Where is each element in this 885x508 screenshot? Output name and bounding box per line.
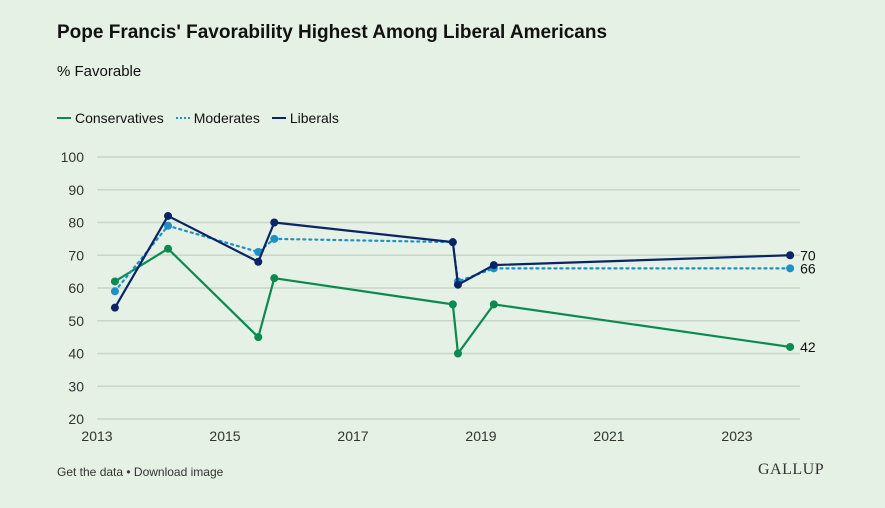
legend-swatch [271,117,286,119]
legend-item: Moderates [175,110,260,126]
footer-links[interactable]: Get the data • Download image [57,465,224,479]
y-tick-label: 60 [68,280,84,296]
x-tick-label: 2019 [465,428,496,444]
legend-item: Conservatives [57,110,164,126]
data-point [270,234,279,243]
data-point [164,211,173,220]
legend-label: Conservatives [75,110,164,126]
legend-label: Liberals [289,110,339,126]
chart-title: Pope Francis' Favorability Highest Among… [57,22,608,43]
data-point [453,280,462,289]
data-point [270,274,279,283]
x-tick-label: 2015 [209,428,240,444]
legend-swatch [175,117,190,119]
x-tick-label: 2017 [337,428,368,444]
gallup-logo: GALLUP [758,461,825,478]
y-tick-label: 80 [68,215,84,231]
y-tick-label: 50 [68,313,84,329]
legend: Conservatives Moderates Liberals [57,110,343,126]
data-point [786,342,795,351]
data-point [786,264,795,273]
data-point [489,261,498,270]
end-value-label: 42 [800,339,816,355]
legend-label: Moderates [193,110,260,126]
data-point [110,277,119,286]
data-point [254,333,263,342]
y-tick-label: 20 [68,411,84,427]
data-point [254,257,263,266]
data-point [164,221,173,230]
x-tick-label: 2021 [593,428,624,444]
end-value-label: 66 [800,260,816,276]
x-tick-label: 2023 [721,428,752,444]
data-point [453,349,462,358]
legend-swatch [57,117,71,119]
data-point [164,244,173,253]
y-tick-label: 40 [68,346,84,362]
chart-subtitle: % Favorable [57,63,142,80]
data-point [110,303,119,312]
series-line-conservatives [114,247,791,355]
y-tick-label: 30 [68,378,84,394]
series-line-liberals [113,214,791,309]
data-point [448,300,457,309]
data-point [110,287,119,296]
y-tick-label: 70 [68,247,84,263]
end-value-label: 70 [800,247,816,263]
data-point [489,300,498,309]
data-point [448,238,457,247]
legend-item: Liberals [271,110,339,126]
y-tick-label: 90 [68,182,84,198]
y-tick-label: 100 [61,149,85,165]
series-line-moderates [113,224,792,293]
data-point [270,218,279,227]
data-point [786,251,795,260]
x-tick-label: 2013 [81,428,112,444]
